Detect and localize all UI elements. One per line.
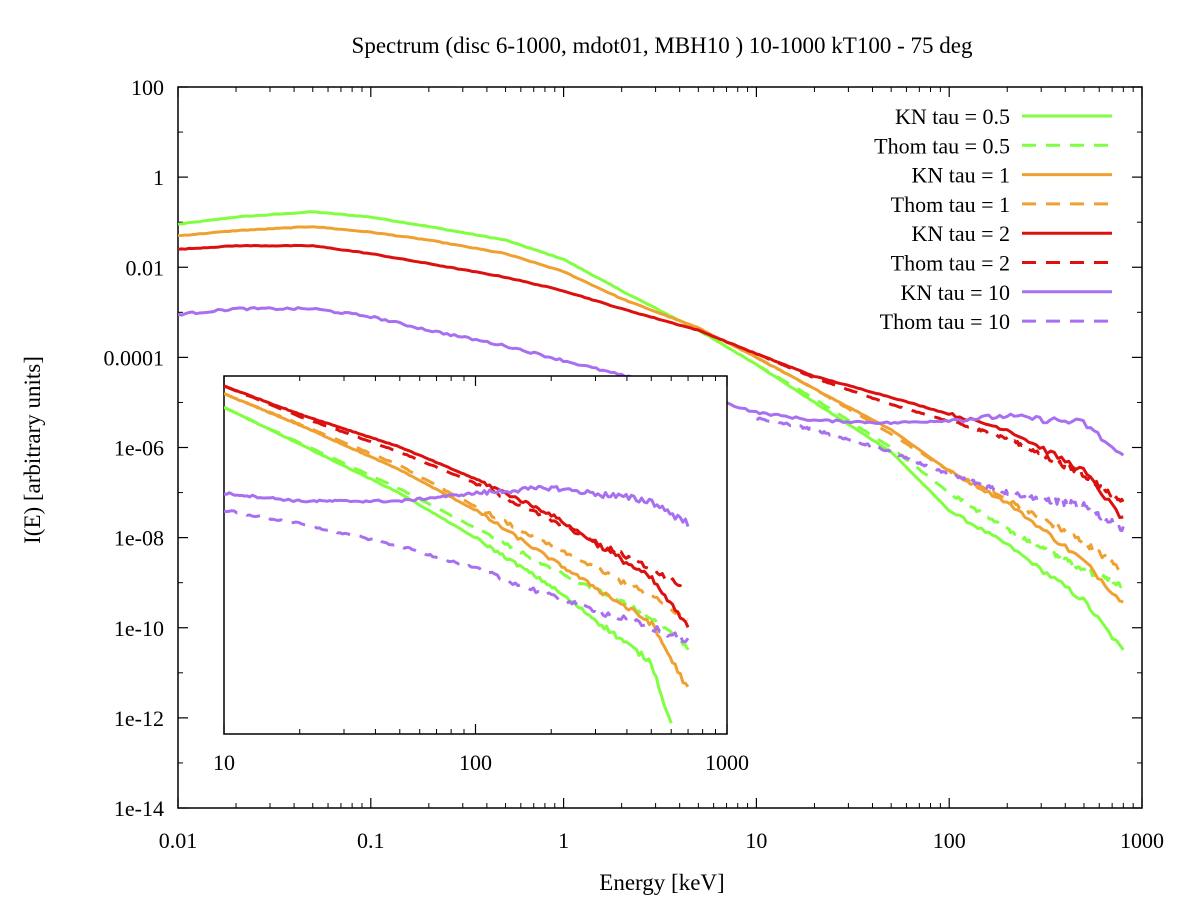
main-y-tick-label: 0.01 (126, 255, 165, 280)
legend-label: KN tau = 1 (911, 163, 1010, 188)
main-x-tick-label: 10 (745, 828, 767, 853)
legend-label: Thom tau = 10 (880, 309, 1010, 334)
main-x-tick-label: 0.1 (357, 828, 385, 853)
inset-series-thom-tau-2 (224, 384, 689, 591)
legend-entry: Thom tau = 1 (891, 192, 1112, 217)
legend-label: KN tau = 2 (911, 221, 1010, 246)
legend-label: Thom tau = 0.5 (874, 133, 1010, 158)
legend-entry: KN tau = 0.5 (895, 104, 1112, 129)
main-y-tick-label: 1e-10 (114, 616, 164, 641)
main-series-thom-tau-0-5 (755, 363, 1125, 590)
legend-label: Thom tau = 1 (891, 192, 1010, 217)
inset-series-kn-tau-10 (224, 484, 690, 528)
inset-series-kn-tau-2 (224, 384, 690, 629)
legend-entry: KN tau = 10 (900, 280, 1112, 305)
main-y-tick-label: 1e-12 (114, 706, 164, 731)
inset-plot-frame (223, 375, 728, 735)
main-series-kn-tau-0-5 (178, 210, 1125, 651)
y-axis-label: I(E) [arbitrary units] (20, 356, 45, 544)
x-axis-label: Energy [keV] (599, 870, 724, 895)
inset-x-tick-label: 1000 (705, 750, 749, 775)
legend-entry: Thom tau = 10 (880, 309, 1112, 334)
main-series-thom-tau-10 (756, 416, 1125, 533)
main-y-tick-label: 1e-08 (114, 526, 164, 551)
main-series-thom-tau-2 (755, 352, 1125, 504)
main-x-tick-label: 0.01 (159, 828, 198, 853)
main-x-tick-label: 1000 (1120, 828, 1164, 853)
inset-series-thom-tau-0-5 (224, 406, 690, 651)
main-y-tick-label: 1e-14 (114, 796, 164, 821)
inset-series-thom-tau-10 (224, 509, 690, 644)
main-y-tick-label: 1e-06 (114, 436, 164, 461)
legend-entry: Thom tau = 2 (891, 251, 1112, 276)
legend-entry: KN tau = 1 (911, 163, 1112, 188)
legend-entry: Thom tau = 0.5 (874, 133, 1112, 158)
inset-x-tick-label: 10 (213, 750, 235, 775)
chart-title: Spectrum (disc 6-1000, mdot01, MBH10 ) 1… (352, 33, 973, 58)
main-series-thom-tau-1 (755, 356, 1125, 574)
inset-x-tick-label: 100 (459, 750, 492, 775)
legend-label: KN tau = 0.5 (895, 104, 1010, 129)
main-y-tick-label: 100 (131, 75, 164, 100)
inset-series-thom-tau-1 (224, 392, 689, 621)
inset-plot: 10 100 1000 (213, 375, 749, 775)
legend-label: KN tau = 10 (900, 280, 1010, 305)
legend-label: Thom tau = 2 (891, 251, 1010, 276)
legend: KN tau = 0.5 Thom tau = 0.5 KN tau = 1 Thom… (874, 104, 1112, 334)
legend-entry: KN tau = 2 (911, 221, 1112, 246)
main-x-tick-label: 100 (933, 828, 966, 853)
main-x-tick-label: 1 (558, 828, 569, 853)
main-y-tick-label: 1 (153, 165, 164, 190)
main-y-tick-label: 0.0001 (104, 345, 165, 370)
